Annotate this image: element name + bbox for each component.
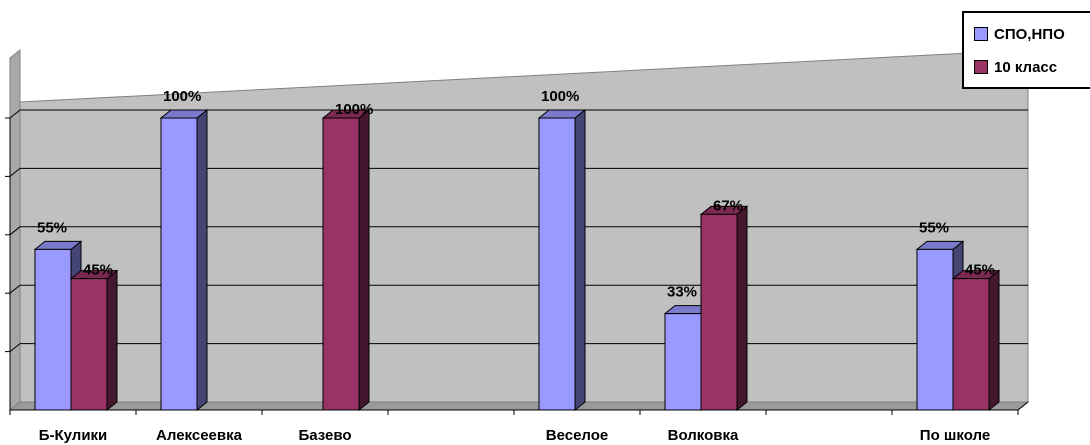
data-label: 55% — [919, 219, 949, 236]
category-label: Б-Кулики — [39, 427, 108, 444]
bar-2-3 — [321, 108, 371, 412]
legend-item-series-1: СПО,НПО — [974, 24, 1065, 44]
gridline — [9, 284, 1028, 294]
data-label: 45% — [965, 262, 995, 279]
legend-label-series-2: 10 класс — [994, 58, 1058, 76]
data-labels: 55% 45% 100% 100% 100% 33% 67% 55% 45% — [37, 88, 995, 301]
data-label: 33% — [667, 284, 697, 301]
legend-item-series-2: 10 класс — [974, 57, 1057, 77]
data-label: 67% — [713, 197, 743, 214]
data-label: 100% — [163, 88, 201, 105]
bar-1-5 — [537, 108, 587, 412]
legend-swatch-series-1 — [974, 27, 988, 41]
data-label: 45% — [83, 262, 113, 279]
data-label: 100% — [335, 101, 373, 118]
category-label: Базево — [298, 427, 351, 444]
side-wall — [9, 48, 21, 412]
category-label: Алексеевка — [156, 427, 243, 444]
bars — [33, 108, 1001, 412]
category-labels: Б-Кулики Алексеевка Базево Веселое Волковка П… — [39, 427, 990, 444]
category-label: Волковка — [668, 427, 739, 444]
legend: СПО,НПО 10 класс — [962, 11, 1090, 89]
category-label: Веселое — [546, 427, 609, 444]
bar-2-6 — [699, 205, 749, 412]
gridline — [9, 167, 1028, 177]
gridline — [9, 226, 1028, 236]
legend-label-series-1: СПО,НПО — [994, 25, 1065, 43]
data-label: 100% — [541, 88, 579, 105]
bar-2-1 — [69, 269, 119, 412]
data-label: 55% — [37, 219, 67, 236]
x-axis-end — [1017, 401, 1029, 411]
bar-1-2 — [159, 108, 209, 412]
category-label: По школе — [920, 427, 990, 444]
gridline — [9, 109, 1028, 119]
bar-2-8 — [951, 269, 1001, 412]
legend-swatch-series-2 — [974, 60, 988, 74]
